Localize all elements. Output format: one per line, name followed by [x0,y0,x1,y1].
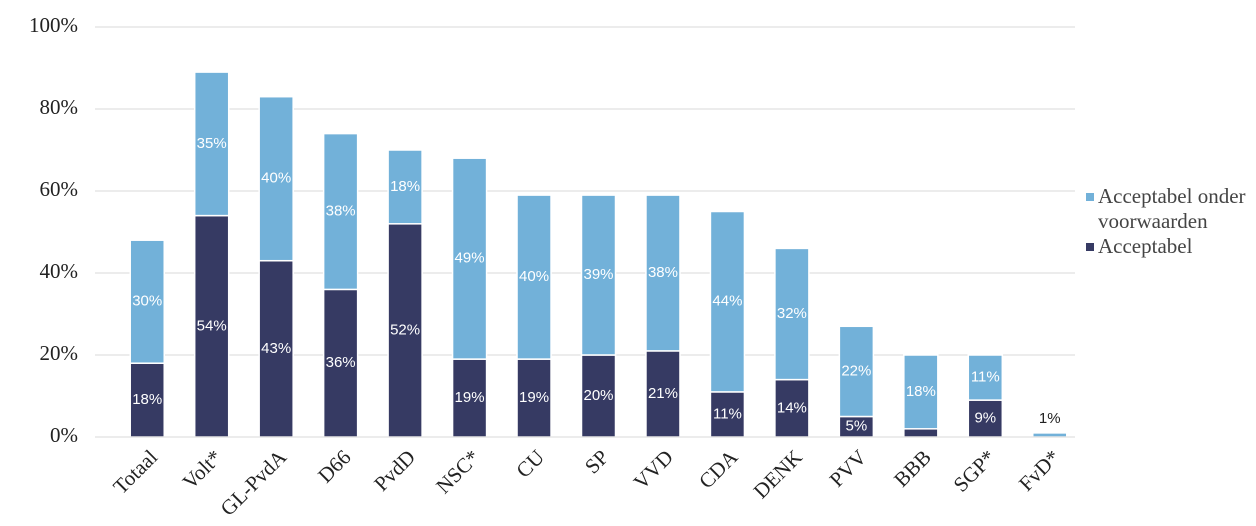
y-tick-label: 80% [40,95,79,119]
y-tick-label: 40% [40,259,79,283]
data-label: 14% [777,399,807,416]
data-label: 49% [455,250,485,267]
legend: Acceptabel onder voorwaarden Acceptabel [1086,184,1254,259]
data-label: 9% [974,410,996,427]
x-tick-label: FvD* [1014,445,1065,496]
bar-segment [258,95,294,262]
legend-swatch [1086,243,1094,251]
data-label: 19% [519,389,549,406]
bar-segment [903,354,939,430]
data-label: 40% [519,268,549,285]
x-tick-label: CDA [694,444,743,493]
bar-segment [516,194,552,360]
bar-segment [580,354,617,438]
data-label: 44% [712,293,742,310]
data-label: 11% [971,369,1000,386]
data-label: 35% [197,135,227,152]
legend-item: Acceptabel [1086,234,1254,259]
bar-segment [903,428,939,438]
data-label: 38% [648,264,678,281]
data-label: 38% [326,202,356,219]
bar-segment [193,214,230,438]
data-label: 32% [777,305,807,322]
bar-segment [322,288,359,438]
x-tick-label: VVD [629,445,678,494]
x-tick-label: Volt* [178,445,227,494]
x-tick-label: NSC* [431,445,484,498]
bar-segment [967,354,1004,401]
legend-swatch [1086,193,1094,201]
data-label: 1% [1039,410,1061,427]
x-tick-label: PvdD [369,445,420,496]
data-label: 22% [841,362,871,379]
bar-segment [387,149,423,225]
bar-segment [645,194,681,352]
data-label: 18% [390,178,420,195]
y-tick-label: 0% [50,423,78,447]
bar-segment [516,358,552,438]
y-tick-label: 60% [40,177,79,201]
legend-item: Acceptabel onder voorwaarden [1086,184,1254,234]
data-label: 36% [326,354,356,371]
data-label: 18% [906,383,936,400]
bar-segment [838,325,875,418]
x-tick-label: DENK [749,445,807,503]
data-label: 5% [846,418,868,435]
bar-segment [1032,432,1068,438]
data-label: 20% [583,387,613,404]
data-label: 11% [713,405,742,422]
data-label: 39% [583,266,613,283]
x-tick-label: CU [511,445,549,483]
x-tick-label: D66 [313,445,356,488]
data-label: 30% [132,293,162,310]
y-tick-label: 20% [40,341,79,365]
data-label: 54% [197,317,227,334]
bar-segment [774,378,810,438]
bar-segment [580,194,617,356]
data-label: 18% [132,391,162,408]
bar-segment [709,210,746,393]
data-label: 40% [261,170,291,187]
y-tick-label: 100% [29,13,78,37]
bar-segment [774,247,810,381]
x-tick-label: SGP* [949,445,1001,497]
legend-label: Acceptabel onder voorwaarden [1098,184,1246,233]
x-tick-label: BBB [889,445,936,492]
bar-segment [322,132,359,291]
x-tick-label: PVV [825,445,872,492]
x-tick-label: Totaal [108,445,162,499]
bar-segment [451,157,488,360]
bar-segment [193,71,230,217]
x-tick-label: SP [580,445,613,478]
data-label: 21% [648,385,678,402]
data-label: 19% [455,389,485,406]
bar-segment [258,259,294,438]
data-label: 43% [261,340,291,357]
x-tick-label: GL-PvdA [216,444,292,520]
legend-label: Acceptabel [1098,234,1193,258]
bar-segment [129,239,165,364]
data-label: 52% [390,321,420,338]
